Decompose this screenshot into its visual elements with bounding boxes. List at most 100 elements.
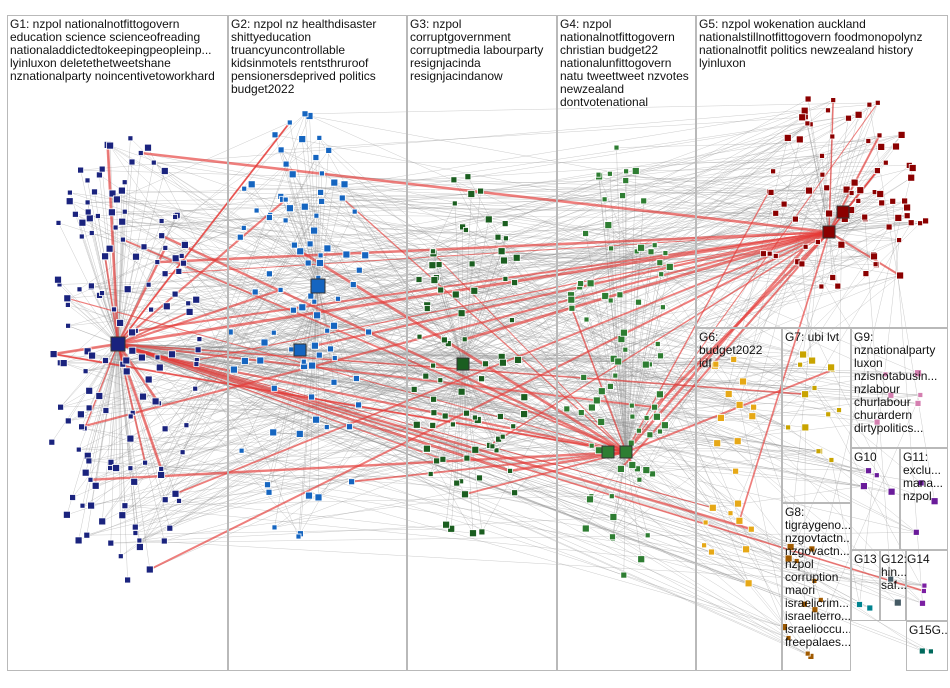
node <box>580 373 588 381</box>
node <box>856 601 863 608</box>
node <box>811 385 818 391</box>
node <box>451 200 458 207</box>
edge <box>615 375 627 453</box>
node <box>105 244 114 253</box>
node <box>921 582 928 589</box>
node <box>508 317 515 324</box>
edge <box>255 285 319 293</box>
node <box>331 355 338 361</box>
edge <box>164 215 317 429</box>
group-box-g5 <box>696 15 948 328</box>
edge <box>609 173 893 202</box>
node <box>792 215 799 223</box>
node <box>253 207 260 214</box>
node <box>780 623 788 631</box>
edge <box>160 134 902 476</box>
edge <box>433 363 464 413</box>
edge <box>117 220 162 345</box>
edge <box>115 217 270 228</box>
edge <box>273 432 864 487</box>
node <box>76 286 83 293</box>
edge <box>135 421 602 528</box>
node <box>265 488 273 496</box>
edge <box>124 505 925 586</box>
edge <box>432 110 829 366</box>
edge <box>462 263 473 365</box>
node <box>874 167 881 175</box>
node <box>801 423 810 432</box>
edge-strong <box>196 231 830 361</box>
edge <box>132 213 776 333</box>
edge <box>304 206 815 389</box>
node <box>158 465 165 472</box>
edge <box>351 224 609 482</box>
edge <box>90 214 271 288</box>
edge <box>788 100 834 559</box>
edge <box>327 330 622 470</box>
node <box>117 553 124 560</box>
node <box>478 528 486 536</box>
node <box>494 233 502 241</box>
node <box>346 423 353 431</box>
node <box>121 208 128 215</box>
group-label-g9: G9: nznationalparty luxon nzisnotabusin.… <box>854 331 938 435</box>
node <box>786 543 795 551</box>
node <box>827 363 835 372</box>
node <box>108 208 116 217</box>
edge <box>135 256 661 357</box>
edge <box>787 427 917 533</box>
node <box>660 304 666 311</box>
edge <box>292 174 882 204</box>
edge <box>418 279 804 355</box>
edge <box>579 174 823 288</box>
edge <box>285 114 859 200</box>
node <box>289 306 297 314</box>
node <box>834 282 842 290</box>
edge-strong <box>828 170 878 233</box>
edge <box>117 343 931 652</box>
edge <box>87 202 119 345</box>
node <box>122 367 131 376</box>
node <box>435 261 443 269</box>
node <box>154 354 161 361</box>
node <box>260 338 269 347</box>
node <box>892 142 900 151</box>
node <box>577 409 585 417</box>
node <box>271 131 279 139</box>
node <box>747 525 755 533</box>
edge <box>317 285 359 405</box>
node <box>760 250 767 258</box>
edge <box>464 339 633 466</box>
node <box>878 199 886 207</box>
node <box>467 190 476 198</box>
edge <box>608 224 740 406</box>
node <box>87 476 94 483</box>
edge-strong <box>157 230 830 264</box>
node <box>657 352 664 360</box>
node <box>107 465 113 471</box>
node <box>161 425 169 433</box>
group-box-g7 <box>782 328 851 503</box>
group-label-g13: G13 <box>854 553 877 566</box>
edge <box>523 413 647 471</box>
edge <box>116 199 801 365</box>
edge <box>165 404 359 430</box>
edge <box>66 343 119 515</box>
node <box>415 276 423 283</box>
edge <box>475 449 789 639</box>
node <box>907 173 916 182</box>
node <box>340 180 349 189</box>
node <box>727 510 734 517</box>
edge <box>804 226 890 355</box>
edge <box>285 220 584 378</box>
node <box>825 411 832 418</box>
node <box>412 420 421 429</box>
node <box>313 212 320 219</box>
node <box>83 531 91 539</box>
edge <box>665 123 808 254</box>
node <box>247 180 256 189</box>
node <box>628 402 635 409</box>
node <box>702 519 709 526</box>
node <box>193 361 200 368</box>
node <box>423 305 431 312</box>
